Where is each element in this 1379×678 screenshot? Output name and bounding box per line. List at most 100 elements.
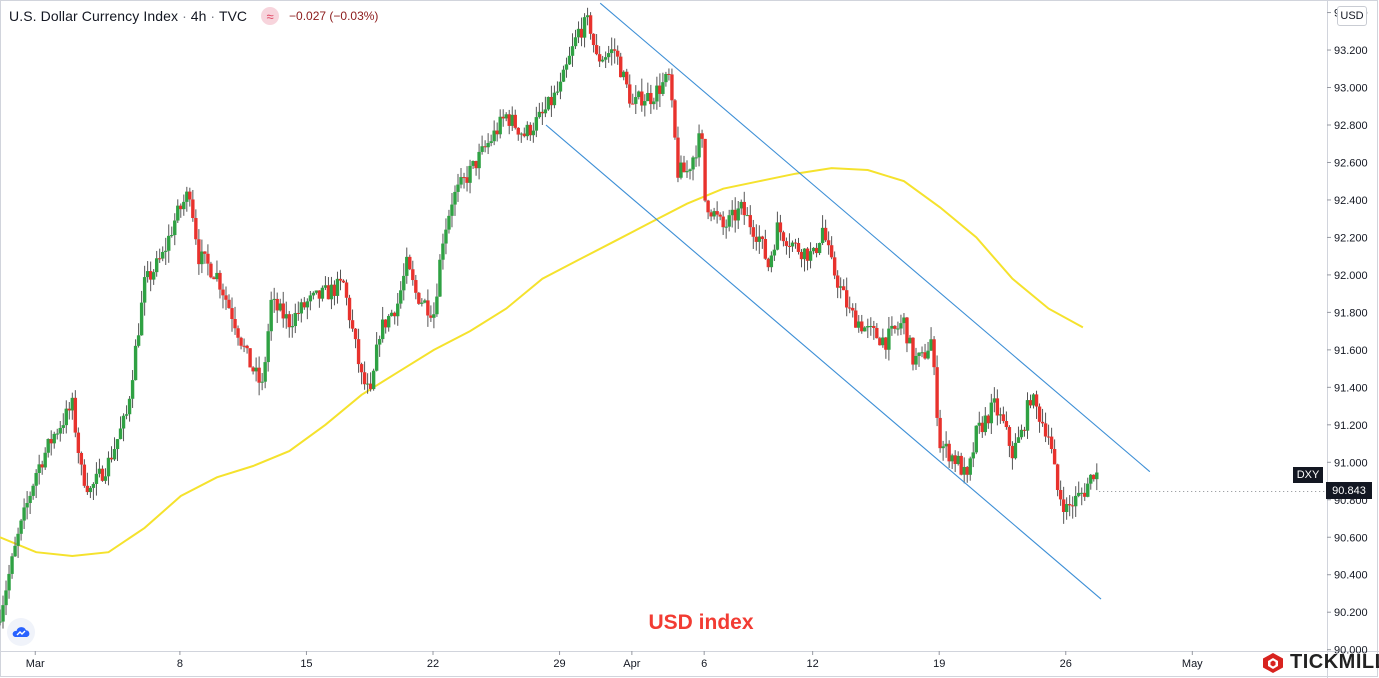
candle-body — [176, 205, 180, 221]
candle-body — [230, 308, 234, 320]
candle — [206, 244, 210, 276]
candle — [1025, 392, 1030, 439]
candle-body — [890, 325, 894, 329]
candle-body — [151, 272, 156, 280]
candle — [625, 68, 629, 88]
candle-body — [314, 290, 319, 293]
candle-body — [52, 433, 56, 444]
candle — [1049, 427, 1054, 454]
candle — [52, 431, 56, 449]
candle — [848, 296, 852, 314]
candle — [386, 314, 391, 332]
candle — [444, 218, 448, 255]
candle-body — [887, 328, 891, 350]
candle-body — [34, 473, 38, 486]
symbol-title[interactable]: U.S. Dollar Currency Index — [9, 8, 179, 24]
candle — [860, 314, 864, 334]
candle — [998, 407, 1003, 424]
candle-body — [233, 319, 237, 329]
candle-body — [200, 251, 204, 265]
candle-body — [787, 245, 792, 247]
candle-body — [483, 146, 487, 148]
candle-body — [513, 114, 517, 128]
time-axis[interactable]: Mar 8 15 22 29 Apr 6 12 19 26 May — [26, 651, 1203, 670]
candle — [600, 55, 605, 63]
candle-body — [221, 289, 225, 296]
candle — [670, 68, 674, 108]
candle-body — [341, 280, 346, 283]
candle — [275, 292, 279, 323]
candle-body — [58, 427, 62, 434]
tradingview-logo-icon[interactable] — [7, 618, 35, 646]
candle-body — [688, 169, 692, 172]
candle-body — [468, 165, 472, 183]
candle — [218, 270, 222, 299]
candle — [1080, 487, 1084, 506]
candle-body — [995, 398, 1000, 416]
time-tick-label: May — [1182, 658, 1203, 670]
candle — [694, 145, 698, 167]
candle — [362, 361, 367, 390]
candle-body — [112, 449, 117, 460]
candle — [974, 425, 978, 455]
candle — [561, 65, 566, 83]
candle-body — [173, 220, 177, 236]
candle — [941, 440, 945, 461]
candle — [46, 438, 50, 458]
candle — [13, 536, 17, 558]
candle-body — [1058, 489, 1063, 500]
interval-label[interactable]: 4h — [190, 8, 207, 24]
candle-body — [851, 307, 855, 311]
candle-body — [305, 301, 310, 308]
price-axis[interactable]: 93.40093.20093.00092.80092.60092.40092.2… — [1327, 8, 1368, 657]
candle-body — [1052, 448, 1057, 465]
candle — [293, 303, 297, 334]
candle — [145, 261, 150, 283]
candle-body — [715, 211, 719, 215]
candle — [408, 254, 412, 271]
candle-body — [1028, 400, 1033, 406]
candle-body — [245, 345, 249, 349]
candle-body — [866, 326, 870, 328]
candle-body — [682, 162, 686, 173]
candle — [272, 287, 276, 313]
candle — [582, 13, 587, 48]
candle — [612, 38, 617, 64]
candle — [817, 242, 822, 256]
candle — [622, 70, 626, 81]
candle — [326, 277, 331, 300]
candle-body — [983, 415, 988, 433]
candle — [917, 352, 921, 367]
candle-body — [489, 141, 493, 144]
currency-button[interactable]: USD — [1337, 6, 1367, 26]
candle-body — [543, 109, 548, 114]
candle-body — [275, 298, 279, 311]
candle-body — [775, 222, 780, 250]
compare-icon[interactable]: ≈ — [261, 7, 280, 25]
candle-body — [31, 485, 35, 496]
candle-body — [396, 303, 400, 317]
price-tick-label: 92.200 — [1334, 232, 1368, 244]
candle-body — [971, 452, 975, 459]
candle — [347, 294, 352, 329]
candle-body — [977, 422, 981, 426]
candle — [483, 140, 487, 153]
candle — [664, 71, 668, 87]
candle — [558, 72, 563, 100]
candle-body — [932, 339, 936, 368]
candle — [498, 109, 502, 139]
candle-body — [408, 256, 412, 270]
candle-body — [350, 320, 355, 329]
candle — [703, 138, 707, 203]
candle — [139, 290, 144, 336]
candle — [1092, 474, 1096, 482]
candle-body — [992, 398, 997, 403]
candle — [390, 309, 394, 317]
candle-body — [136, 335, 141, 346]
tickmill-logo: TICKMILL — [1262, 651, 1379, 674]
candle-body — [778, 222, 783, 233]
candle — [519, 132, 523, 143]
candle — [790, 240, 795, 252]
candle-body — [965, 466, 969, 475]
